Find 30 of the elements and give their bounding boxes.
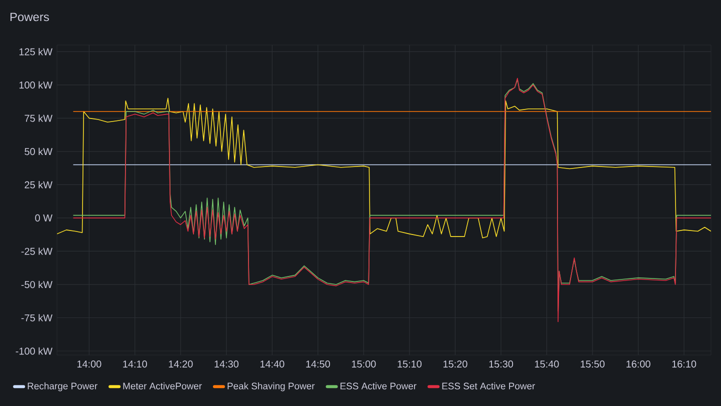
y-tick-label: 50 kW [24, 148, 52, 156]
x-tick-label: 14:30 [214, 360, 238, 368]
y-tick-label: -100 kW [16, 347, 52, 355]
x-tick-label: 16:10 [672, 360, 696, 368]
y-tick-label: 0 W [35, 214, 52, 222]
y-tick-label: -75 kW [21, 314, 52, 322]
y-tick-label: 75 kW [24, 114, 52, 122]
x-tick-label: 14:40 [260, 360, 284, 368]
chart-title: Powers [10, 12, 49, 22]
x-tick-label: 14:10 [123, 360, 147, 368]
x-tick-label: 15:20 [444, 360, 468, 368]
x-tick-label: 15:00 [352, 360, 376, 368]
x-tick-label: 14:20 [168, 360, 193, 368]
y-tick-label: -25 kW [21, 248, 52, 255]
y-tick-label: 125 kW [19, 48, 52, 56]
x-tick-label: 15:40 [535, 360, 559, 368]
x-tick-label: 14:00 [77, 360, 102, 368]
legend-label: Meter ActivePower [123, 382, 202, 390]
y-tick-label: 100 kW [19, 81, 52, 89]
legend-label: ESS Set Active Power [442, 382, 536, 390]
x-tick-label: 15:10 [398, 360, 422, 368]
x-tick-label: 15:50 [580, 360, 605, 368]
x-tick-label: 15:30 [489, 360, 514, 368]
legend-label: Recharge Power [28, 382, 98, 392]
y-tick-label: 25 kW [24, 181, 52, 188]
legend-label: ESS Active Power [340, 382, 416, 390]
legend-label: Peak Shaving Power [228, 382, 315, 392]
x-tick-label: 16:00 [626, 360, 650, 368]
x-tick-label: 14:50 [306, 360, 330, 368]
y-tick-label: -50 kW [21, 280, 52, 288]
